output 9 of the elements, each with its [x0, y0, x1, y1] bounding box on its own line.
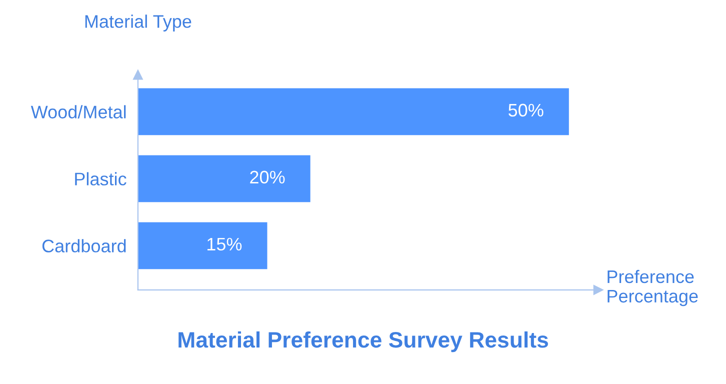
- text: Material Preference Survey Results: [178, 331, 548, 352]
- y-tick-label: Wood/Metal: [30, 105, 126, 118]
- data-label: 20%: [250, 170, 285, 184]
- data-label: 15%: [208, 238, 242, 251]
- y-tick-label: Cardboard: [42, 239, 126, 252]
- x-axis-title: Preference Percentage: [608, 270, 698, 306]
- y-axis-title: Material Type: [85, 14, 192, 32]
- y-tick-label: Plastic: [75, 172, 126, 186]
- data-label: 50%: [508, 104, 544, 117]
